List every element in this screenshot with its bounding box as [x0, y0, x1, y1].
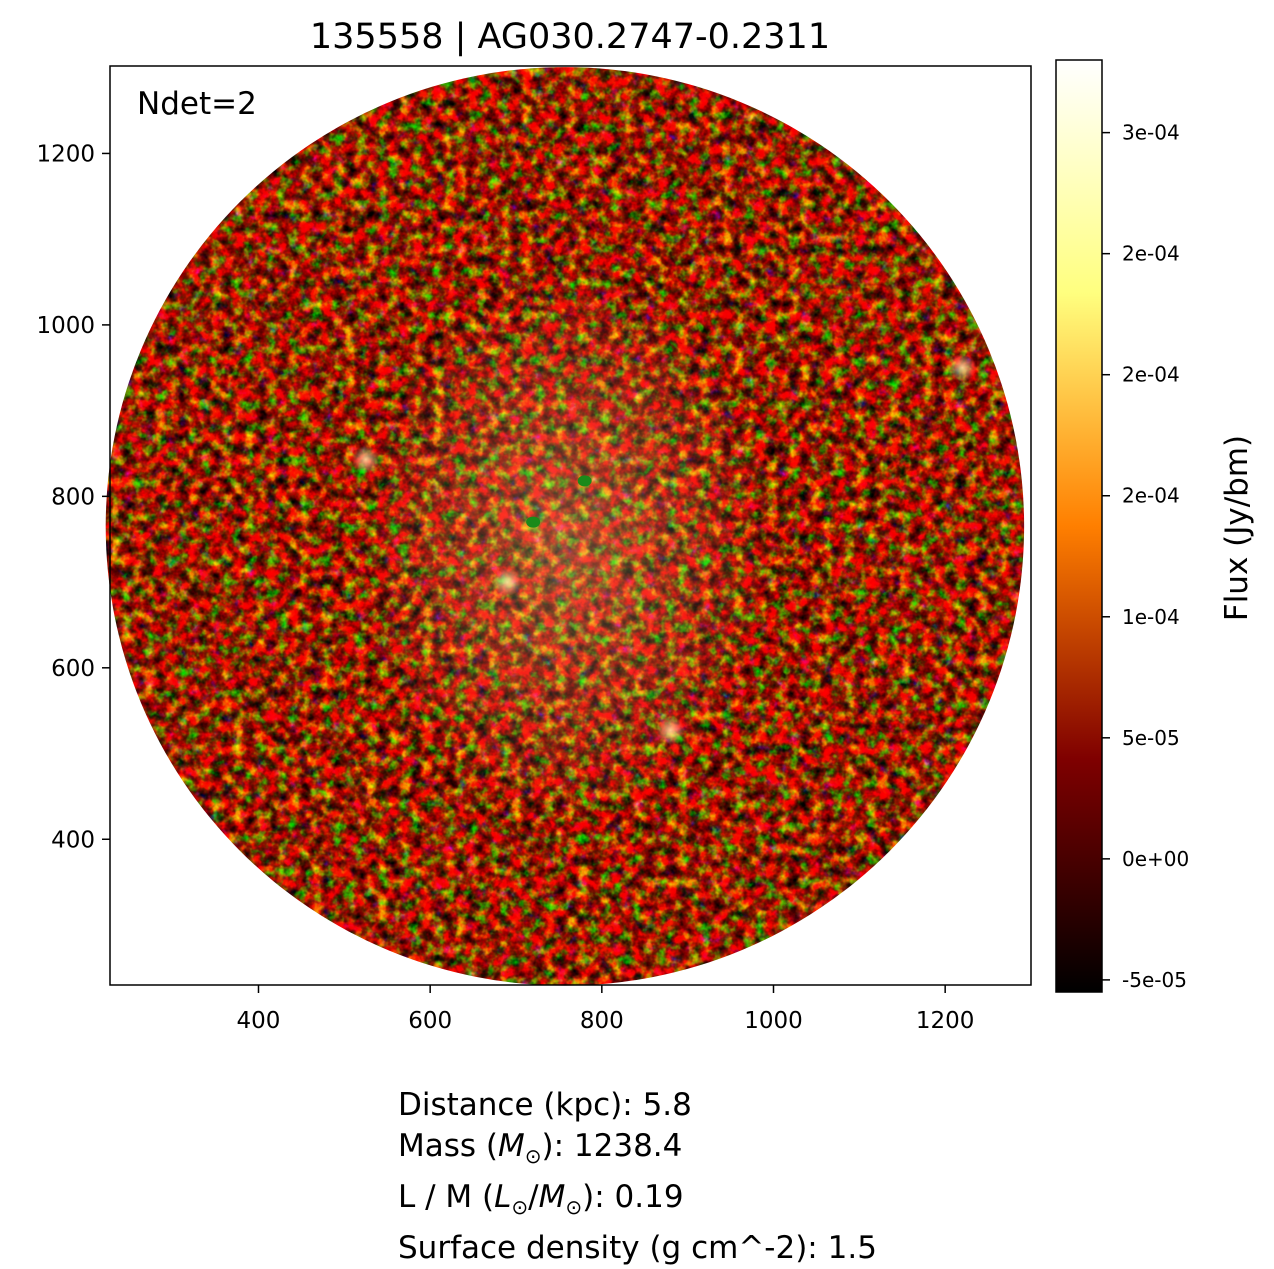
- bright-spot: [948, 353, 977, 382]
- mass-line: Mass (M⊙): 1238.4: [398, 1126, 877, 1177]
- plot-area: Ndet=2: [105, 65, 1032, 986]
- lm-l: L: [494, 1179, 512, 1216]
- colorbar-gradient: [1055, 59, 1103, 993]
- flux-glow-layer: [351, 270, 977, 822]
- colorbar-tick-label: 0e+00: [1122, 847, 1189, 871]
- colorbar-tick-label: 2e-04: [1122, 484, 1180, 508]
- y-tick-label: 1000: [36, 313, 95, 339]
- lm-m-sub: ⊙: [565, 1195, 583, 1220]
- y-tick-label: 800: [51, 484, 95, 510]
- bright-spot: [493, 568, 522, 597]
- detection-marker: [577, 475, 592, 487]
- mass-unit: M: [498, 1128, 525, 1164]
- central-glow: [358, 270, 772, 822]
- surface-density-line: Surface density (g cm^-2): 1.5: [398, 1230, 877, 1267]
- lm-l-sub: ⊙: [511, 1195, 529, 1220]
- colorbar-tick-label: -5e-05: [1122, 968, 1187, 992]
- colorbar-tick-label: 5e-05: [1122, 726, 1180, 750]
- detections-layer: [526, 475, 592, 528]
- flux-image: [105, 67, 1025, 986]
- x-tick-label: 400: [237, 1008, 281, 1034]
- mass-unit-sub: ⊙: [524, 1144, 542, 1169]
- y-tick-label: 1200: [36, 141, 95, 167]
- bright-spot: [656, 716, 685, 745]
- colorbar-tick-label: 3e-04: [1122, 121, 1180, 145]
- lm-value: ): 0.19: [582, 1179, 684, 1216]
- colorbar-label: Flux (Jy/bm): [1219, 435, 1255, 621]
- x-tick-label: 1000: [744, 1008, 803, 1034]
- detection-marker: [526, 516, 541, 528]
- lm-line: L / M (L⊙/M⊙): 0.19: [398, 1177, 877, 1228]
- lm-prefix: L / M (: [398, 1179, 495, 1216]
- colorbar: -5e-05 0e+00 5e-05 1e-04 2e-04 2e-04 2e-04 3e-0…: [1055, 59, 1255, 993]
- lm-slash: /: [528, 1179, 539, 1216]
- x-tick-label: 600: [408, 1008, 452, 1034]
- colorbar-tick-label: 1e-04: [1122, 605, 1180, 629]
- plot-frame: [109, 65, 1032, 986]
- y-tick-label: 400: [51, 827, 95, 853]
- x-axis: 400 600 800 1000 1200: [237, 985, 975, 1034]
- colorbar-tick-label: 2e-04: [1122, 363, 1180, 387]
- y-tick-label: 600: [51, 656, 95, 682]
- mass-value: ): 1238.4: [541, 1128, 683, 1164]
- x-tick-label: 800: [580, 1008, 624, 1034]
- y-axis: 400 600 800 1000 1200: [36, 141, 110, 853]
- source-properties: Distance (kpc): 5.8 Mass (M⊙): 1238.4 L …: [398, 1085, 877, 1269]
- mass-prefix: Mass (: [398, 1128, 498, 1164]
- colorbar-ticks: -5e-05 0e+00 5e-05 1e-04 2e-04 2e-04 2e-04 3e-0…: [1102, 121, 1189, 992]
- x-tick-label: 1200: [916, 1008, 975, 1034]
- lm-m: M: [538, 1179, 566, 1216]
- colorbar-tick-label: 2e-04: [1122, 242, 1180, 266]
- bright-spot: [351, 445, 380, 474]
- ndet-annotation: Ndet=2: [137, 86, 257, 122]
- chart-title: 135558 | AG030.2747-0.2311: [310, 17, 830, 57]
- distance-line: Distance (kpc): 5.8: [398, 1087, 692, 1123]
